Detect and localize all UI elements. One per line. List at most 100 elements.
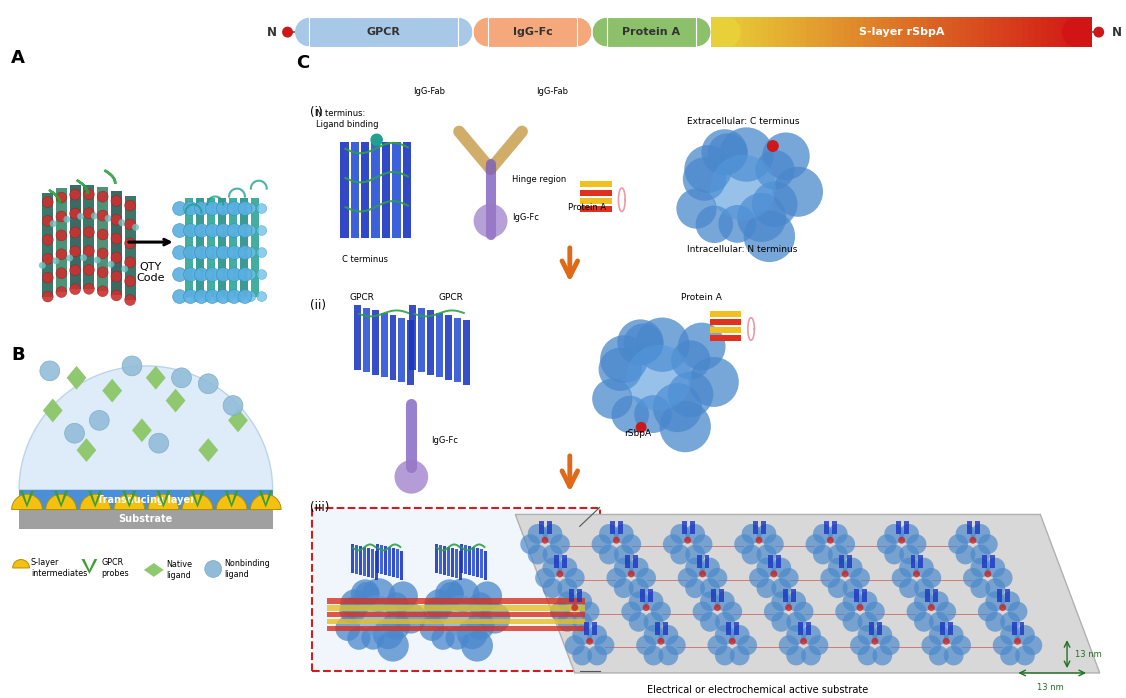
Bar xyxy=(370,549,374,579)
Circle shape xyxy=(858,625,877,645)
Circle shape xyxy=(956,544,975,565)
Circle shape xyxy=(730,625,750,645)
Text: Hinge region: Hinge region xyxy=(512,175,566,184)
Text: QTY
Code: QTY Code xyxy=(136,262,166,283)
Text: Protein A: Protein A xyxy=(568,203,606,212)
Text: N: N xyxy=(267,26,277,38)
Wedge shape xyxy=(182,494,213,510)
Circle shape xyxy=(216,290,230,304)
Bar xyxy=(610,521,616,534)
Polygon shape xyxy=(81,559,97,574)
Circle shape xyxy=(644,646,663,665)
Polygon shape xyxy=(225,491,239,507)
Circle shape xyxy=(572,591,592,611)
Circle shape xyxy=(794,602,813,621)
Circle shape xyxy=(195,290,208,304)
Bar xyxy=(838,17,844,47)
Circle shape xyxy=(97,248,108,259)
Polygon shape xyxy=(166,389,186,413)
Bar xyxy=(734,623,739,635)
Circle shape xyxy=(184,202,197,216)
Circle shape xyxy=(1022,635,1043,655)
Circle shape xyxy=(599,348,642,391)
Circle shape xyxy=(195,246,208,260)
Circle shape xyxy=(213,269,223,279)
Bar xyxy=(720,589,724,602)
Bar xyxy=(855,589,859,602)
Circle shape xyxy=(899,537,905,544)
Circle shape xyxy=(771,578,792,598)
Bar xyxy=(933,589,938,602)
Circle shape xyxy=(227,246,241,260)
Bar xyxy=(372,142,379,237)
Bar xyxy=(459,551,462,579)
Circle shape xyxy=(205,290,220,304)
Bar xyxy=(705,555,709,568)
Circle shape xyxy=(635,318,689,372)
Bar xyxy=(363,547,366,576)
Circle shape xyxy=(171,368,191,387)
Bar xyxy=(1009,17,1016,47)
Circle shape xyxy=(125,276,135,287)
Circle shape xyxy=(203,225,212,235)
Circle shape xyxy=(850,568,870,588)
Bar xyxy=(844,17,851,47)
Circle shape xyxy=(70,283,81,295)
Bar xyxy=(1042,17,1048,47)
Circle shape xyxy=(929,625,949,645)
Text: GPCR: GPCR xyxy=(438,292,464,302)
Wedge shape xyxy=(114,494,144,510)
Circle shape xyxy=(439,582,464,607)
Text: IgG-Fab: IgG-Fab xyxy=(536,87,568,96)
Circle shape xyxy=(929,591,949,611)
Circle shape xyxy=(763,602,784,621)
Text: (ii): (ii) xyxy=(311,299,327,311)
Circle shape xyxy=(628,578,649,598)
Wedge shape xyxy=(12,560,29,568)
Circle shape xyxy=(70,246,81,257)
Circle shape xyxy=(172,223,187,237)
Circle shape xyxy=(111,214,122,225)
Circle shape xyxy=(213,204,223,214)
Bar xyxy=(382,142,391,237)
Bar xyxy=(361,142,369,237)
Bar xyxy=(372,311,378,375)
Text: IgG-Fab: IgG-Fab xyxy=(413,87,445,96)
Circle shape xyxy=(227,267,241,281)
Bar xyxy=(400,551,403,579)
Circle shape xyxy=(858,612,877,632)
Bar xyxy=(455,549,458,579)
Circle shape xyxy=(607,568,626,588)
Circle shape xyxy=(928,604,935,611)
Bar xyxy=(392,142,401,237)
Circle shape xyxy=(977,534,998,554)
Text: (iii): (iii) xyxy=(311,500,330,514)
Circle shape xyxy=(734,534,754,554)
Circle shape xyxy=(580,602,599,621)
Circle shape xyxy=(985,591,1006,611)
Bar xyxy=(1011,623,1017,635)
Circle shape xyxy=(213,292,223,302)
Text: B: B xyxy=(11,346,25,364)
Text: IgG-Fc: IgG-Fc xyxy=(431,436,458,445)
Circle shape xyxy=(977,602,998,621)
Text: IgG-Fc: IgG-Fc xyxy=(512,27,553,37)
Bar xyxy=(762,17,769,47)
Circle shape xyxy=(826,537,833,544)
Wedge shape xyxy=(216,494,247,510)
Wedge shape xyxy=(80,494,110,510)
Bar xyxy=(125,196,135,300)
Circle shape xyxy=(900,544,919,565)
Bar xyxy=(392,549,395,577)
Circle shape xyxy=(730,646,750,665)
Circle shape xyxy=(556,570,563,577)
Bar xyxy=(340,142,349,237)
Circle shape xyxy=(628,591,649,611)
Bar xyxy=(1016,17,1022,47)
Circle shape xyxy=(914,578,933,598)
Bar xyxy=(711,327,741,333)
Bar xyxy=(832,521,838,534)
Bar xyxy=(328,605,584,611)
Circle shape xyxy=(122,265,128,272)
Wedge shape xyxy=(148,494,179,510)
